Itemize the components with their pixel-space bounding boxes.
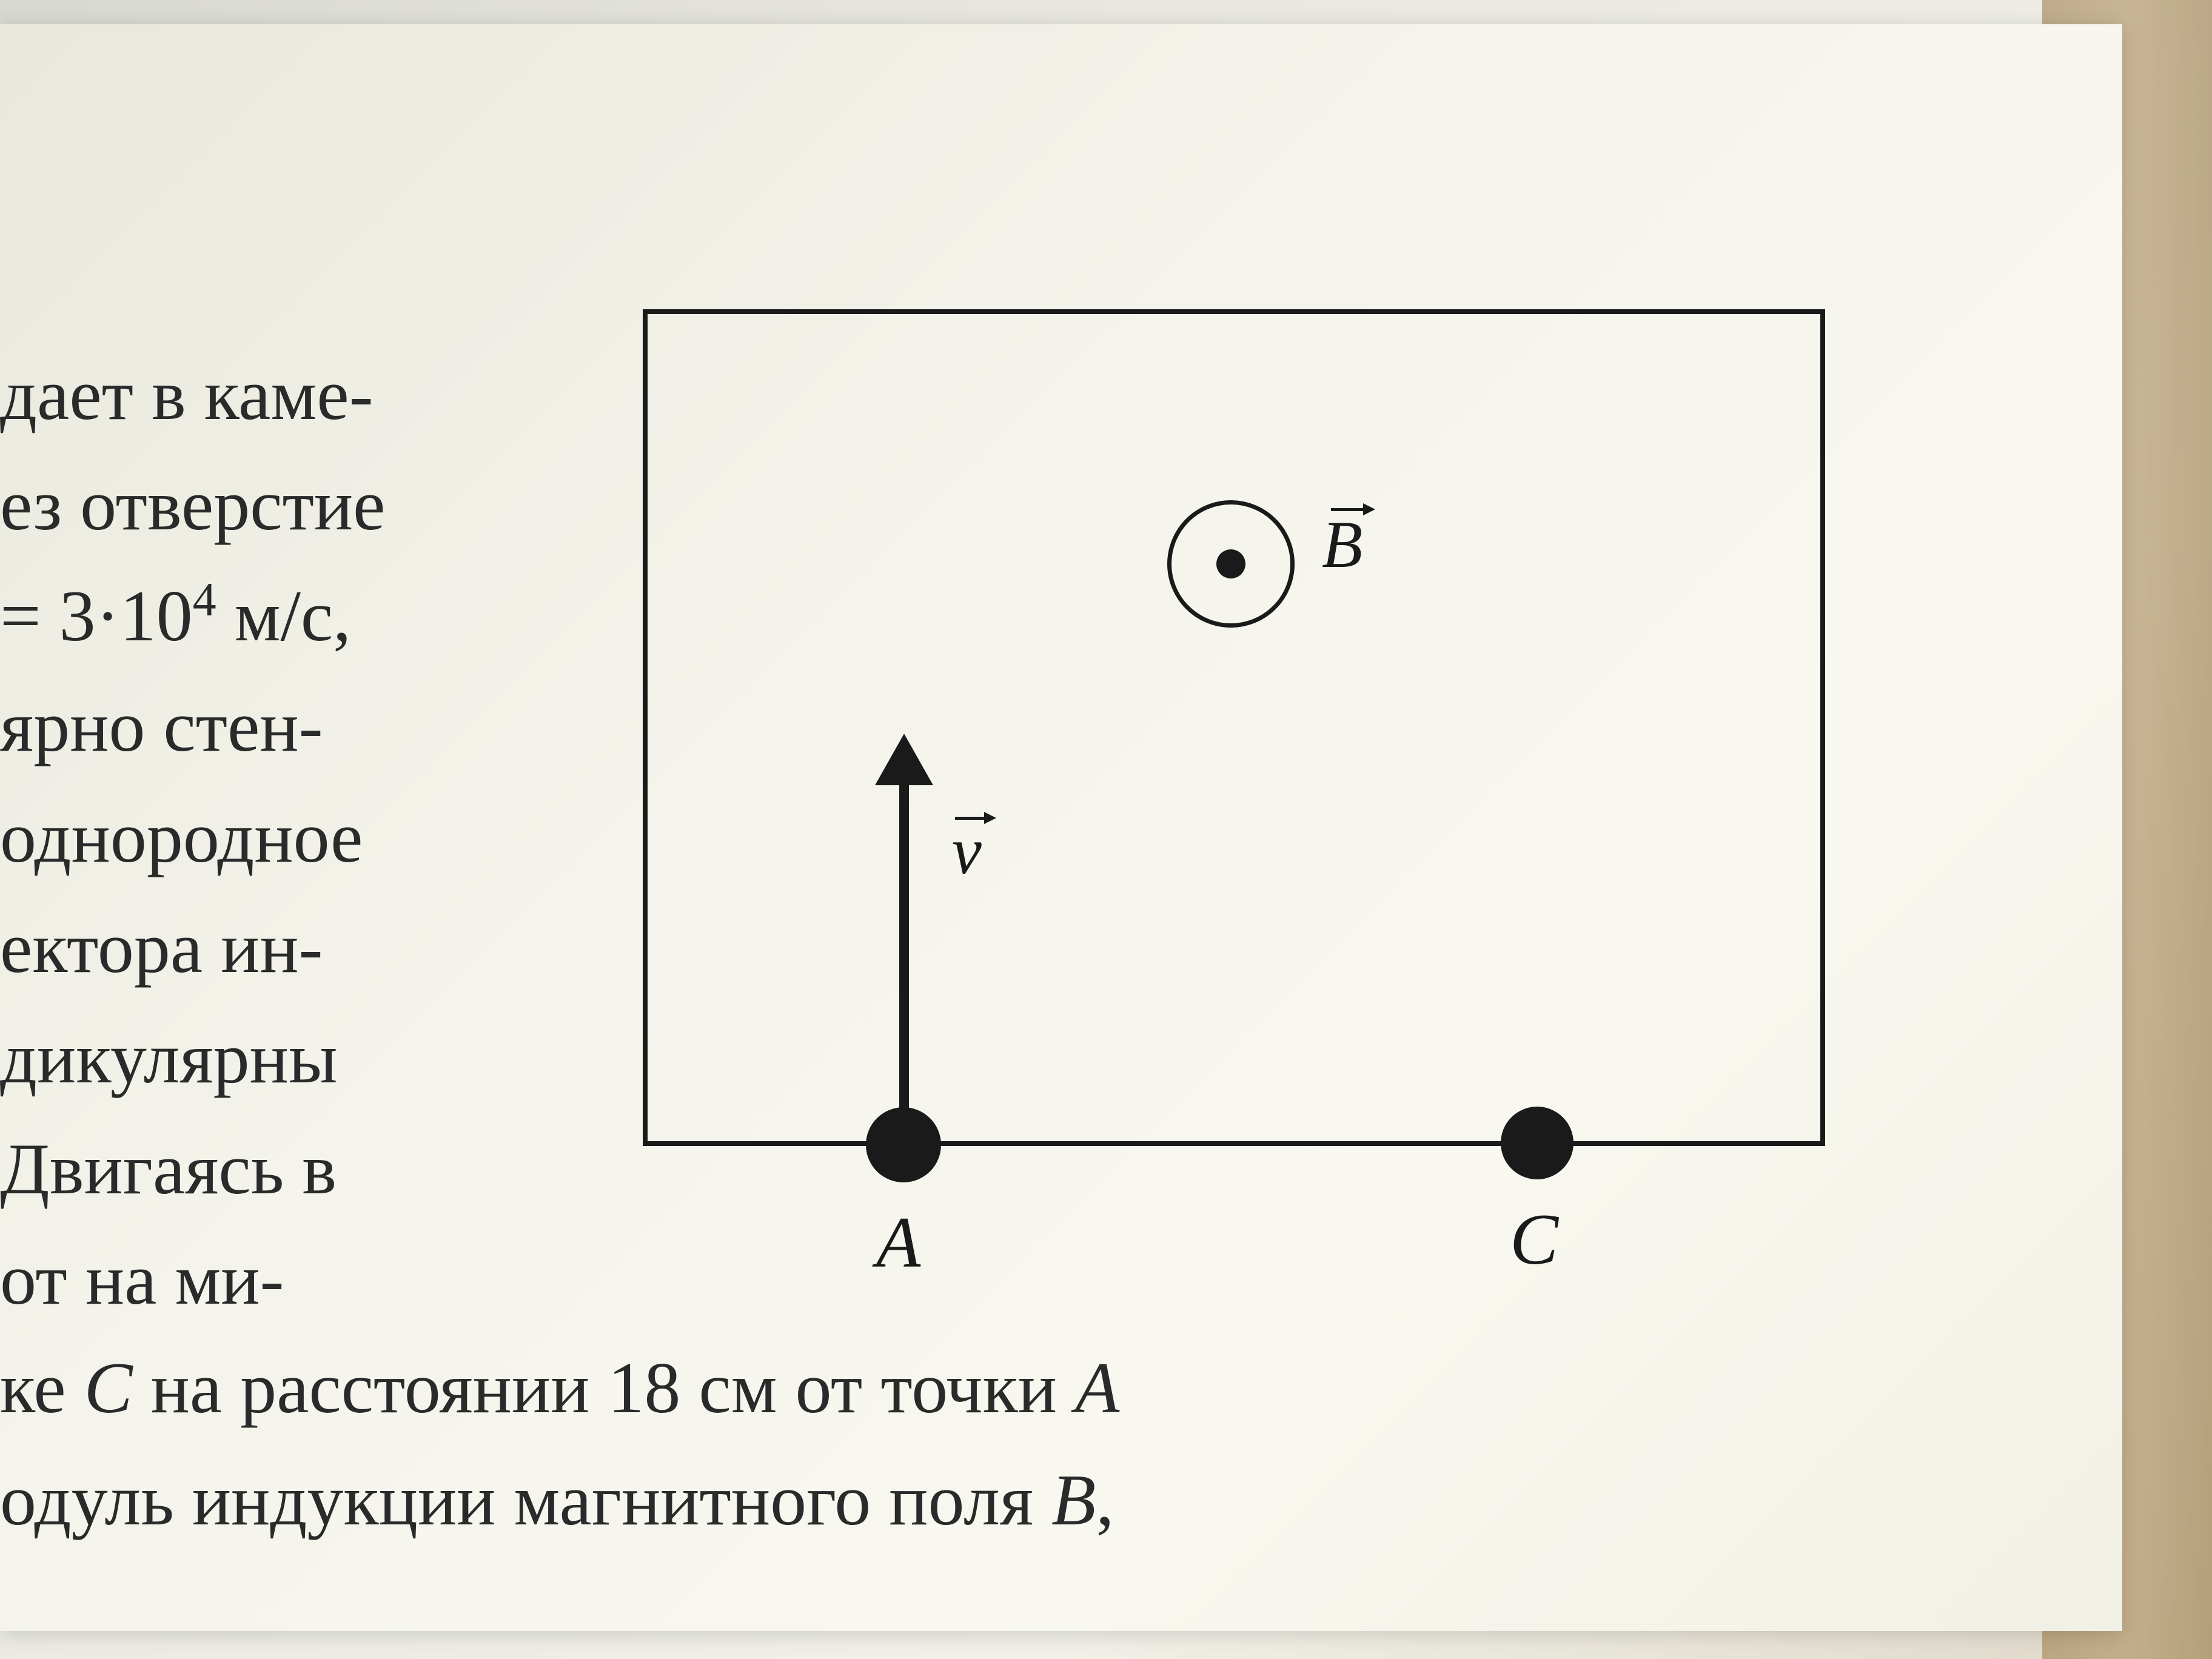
- text-line-3: = 3·104 м/с,: [0, 561, 385, 671]
- text-line-9: от на ми-: [0, 1224, 385, 1335]
- bottom-text-line-1: ке C на расстоянии 18 см от точки A: [0, 1346, 1119, 1430]
- velocity-arrow-shaft: [899, 776, 909, 1137]
- point-a-dot: [866, 1107, 941, 1182]
- velocity-arrow-head: [875, 734, 933, 785]
- point-a-label: A: [876, 1201, 920, 1284]
- b-vector-arrow: [1331, 508, 1364, 511]
- b-vector-arrow-tip: [1363, 503, 1375, 515]
- text-line-1: дает в каме-: [0, 340, 385, 450]
- b-field-out-dot: [1216, 549, 1245, 578]
- text-line-8: Двигаясь в: [0, 1114, 385, 1224]
- v-vector-arrow: [955, 817, 985, 820]
- text-line-4: ярно стен-: [0, 671, 385, 782]
- velocity-label: v: [952, 813, 982, 890]
- chamber-rectangle: [643, 309, 1825, 1146]
- bottom-text-line-2: одуль индукции магнитного поля B,: [0, 1458, 1114, 1542]
- v-vector-arrow-tip: [984, 812, 996, 824]
- text-line-6: ектора ин-: [0, 893, 385, 1003]
- text-line-2: ез отверстие: [0, 450, 385, 560]
- point-c-dot: [1501, 1107, 1574, 1179]
- problem-text-column: дает в каме- ез отверстие = 3·104 м/с, я…: [0, 340, 385, 1335]
- text-line-7: дикулярны: [0, 1003, 385, 1113]
- point-c-label: C: [1510, 1198, 1558, 1281]
- text-line-5: однородное: [0, 782, 385, 893]
- b-field-label: B: [1322, 506, 1362, 583]
